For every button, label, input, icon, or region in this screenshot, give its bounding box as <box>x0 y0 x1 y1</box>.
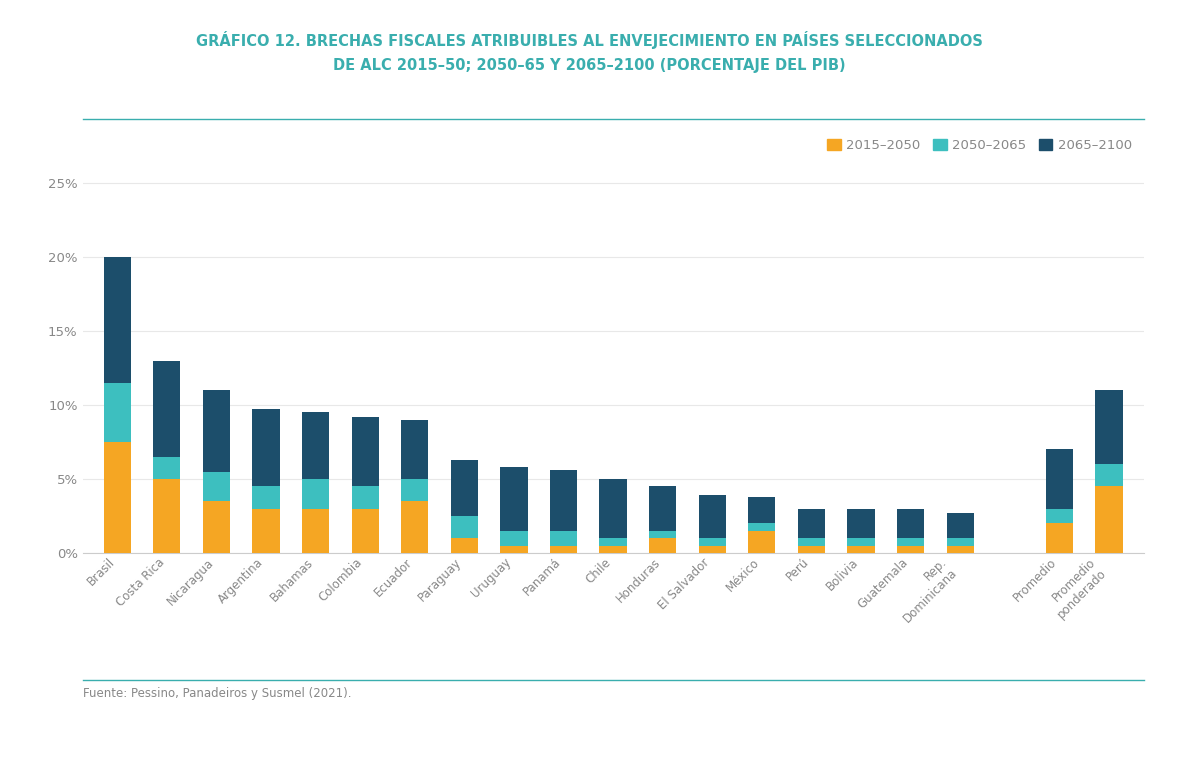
Bar <box>699 538 726 545</box>
Bar <box>1095 390 1122 464</box>
Bar <box>749 497 776 523</box>
Legend: 2015–2050, 2050–2065, 2065–2100: 2015–2050, 2050–2065, 2065–2100 <box>822 134 1137 157</box>
Bar <box>1046 508 1073 523</box>
Bar <box>104 442 131 553</box>
Text: Fuente: Pessino, Panadeiros y Susmel (2021).: Fuente: Pessino, Panadeiros y Susmel (20… <box>83 687 351 700</box>
Bar <box>749 531 776 553</box>
Bar <box>947 545 974 553</box>
Bar <box>302 412 329 479</box>
Bar <box>203 502 230 553</box>
Bar <box>203 472 230 502</box>
Bar <box>252 486 279 508</box>
Bar <box>1046 523 1073 553</box>
Bar <box>897 508 924 538</box>
Bar <box>549 470 578 531</box>
Bar <box>302 479 329 508</box>
Bar <box>104 383 131 442</box>
Bar <box>599 479 627 538</box>
Bar <box>648 486 677 531</box>
Bar <box>351 486 378 508</box>
Bar <box>648 531 677 538</box>
Bar <box>302 508 329 553</box>
Bar <box>848 545 875 553</box>
Bar <box>897 538 924 545</box>
Bar <box>252 508 279 553</box>
Bar <box>549 531 578 545</box>
Bar <box>153 361 180 457</box>
Bar <box>252 409 279 486</box>
Text: DE ALC 2015–50; 2050–65 Y 2065–2100 (PORCENTAJE DEL PIB): DE ALC 2015–50; 2050–65 Y 2065–2100 (POR… <box>334 58 845 73</box>
Bar <box>1095 486 1122 553</box>
Bar <box>947 513 974 538</box>
Bar <box>401 479 428 502</box>
Bar <box>351 417 378 486</box>
Bar <box>450 516 477 538</box>
Bar <box>549 545 578 553</box>
Bar <box>798 545 825 553</box>
Bar <box>153 479 180 553</box>
Bar <box>500 545 527 553</box>
Bar <box>699 545 726 553</box>
Text: GRÁFICO 12. BRECHAS FISCALES ATRIBUIBLES AL ENVEJECIMIENTO EN PAÍSES SELECCIONAD: GRÁFICO 12. BRECHAS FISCALES ATRIBUIBLES… <box>196 31 983 48</box>
Bar <box>648 538 677 553</box>
Bar <box>500 467 527 531</box>
Bar <box>1046 449 1073 508</box>
Bar <box>1095 464 1122 486</box>
Bar <box>599 545 627 553</box>
Bar <box>798 508 825 538</box>
Bar <box>401 502 428 553</box>
Bar <box>848 508 875 538</box>
Bar <box>848 538 875 545</box>
Bar <box>599 538 627 545</box>
Bar <box>401 420 428 479</box>
Bar <box>798 538 825 545</box>
Bar <box>153 457 180 479</box>
Bar <box>699 495 726 538</box>
Bar <box>450 538 477 553</box>
Bar <box>947 538 974 545</box>
Bar <box>203 390 230 472</box>
Bar <box>104 257 131 383</box>
Bar <box>749 523 776 531</box>
Bar <box>500 531 527 545</box>
Bar <box>450 460 477 516</box>
Bar <box>897 545 924 553</box>
Bar <box>351 508 378 553</box>
